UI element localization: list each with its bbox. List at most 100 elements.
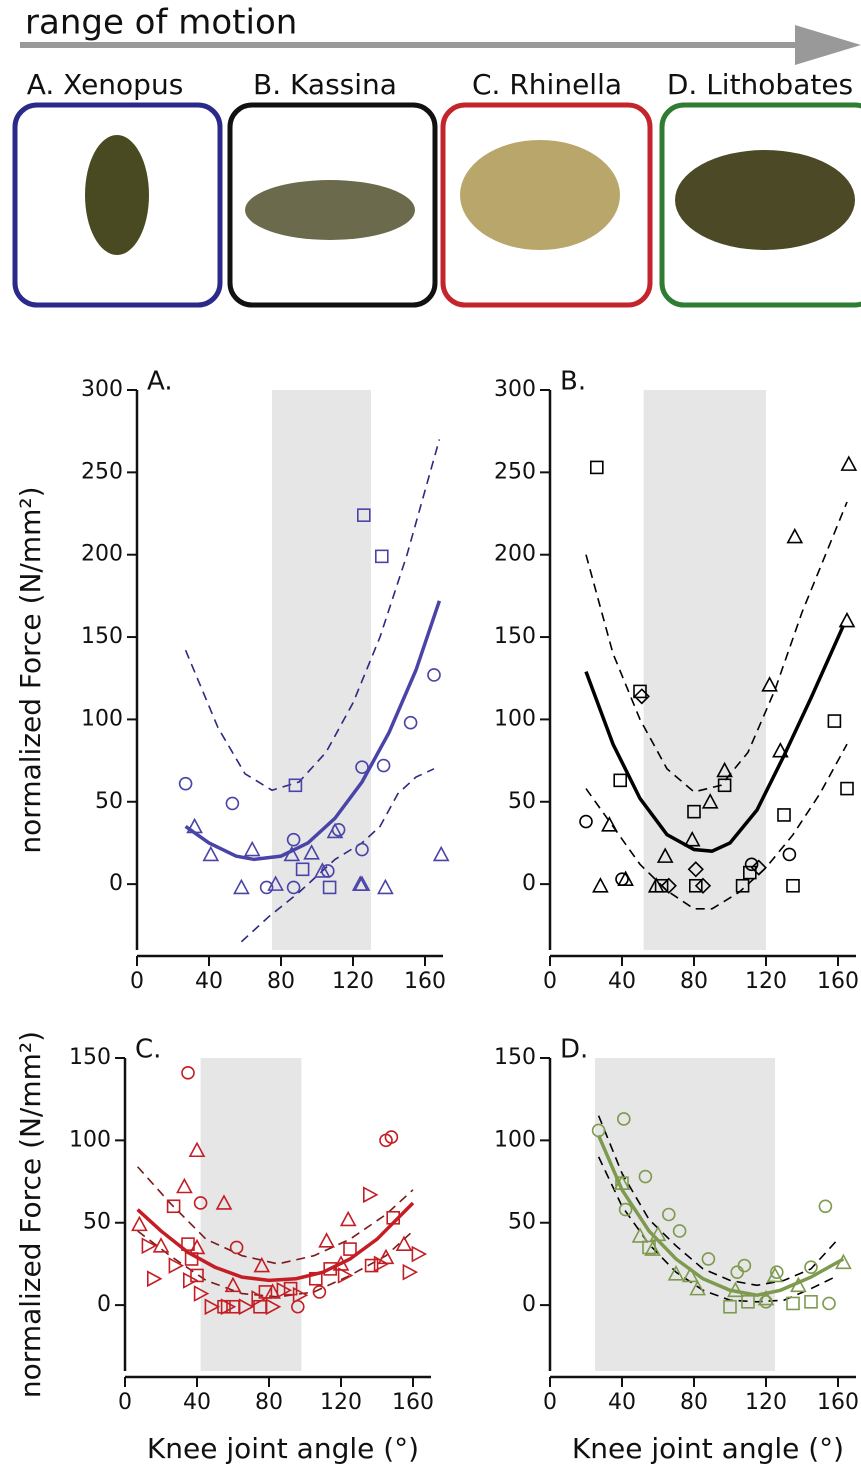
x-tick-label: 120 xyxy=(320,1390,362,1415)
point xyxy=(253,1256,271,1273)
panel-label: A. xyxy=(147,367,173,397)
point xyxy=(225,796,240,811)
point xyxy=(656,847,674,863)
x-tick-label: 160 xyxy=(817,969,859,994)
point xyxy=(644,1240,661,1256)
point xyxy=(761,676,778,692)
point xyxy=(353,875,371,891)
point xyxy=(840,455,858,471)
point xyxy=(782,847,797,862)
species-label: A. Xenopus xyxy=(27,68,184,101)
species-label: B. Kassina xyxy=(253,68,397,101)
y-tick-label: 50 xyxy=(508,789,536,814)
y-tick-label: 200 xyxy=(494,542,536,567)
x-tick-label: 40 xyxy=(195,969,223,994)
range-shade xyxy=(643,390,766,950)
point xyxy=(373,1255,390,1273)
point xyxy=(264,1283,281,1299)
panel-label: D. xyxy=(560,1035,588,1065)
point xyxy=(660,877,677,894)
point xyxy=(384,1130,399,1144)
point xyxy=(616,1112,631,1126)
header-title: range of motion xyxy=(25,3,297,43)
point xyxy=(427,668,441,682)
x-tick-label: 120 xyxy=(332,969,374,994)
point xyxy=(215,1194,233,1210)
x-tick-label: 0 xyxy=(130,969,144,994)
fit-curve xyxy=(584,624,845,853)
y-tick-label: 100 xyxy=(81,706,123,731)
x-tick-label: 80 xyxy=(255,1390,283,1415)
y-tick-label: 150 xyxy=(81,624,123,649)
point xyxy=(589,460,604,475)
y-tick-label: 50 xyxy=(508,1210,536,1235)
y-tick-label: 50 xyxy=(83,1210,111,1235)
point xyxy=(402,1263,419,1281)
point xyxy=(701,1252,716,1266)
y-tick-label: 100 xyxy=(494,1127,536,1152)
point xyxy=(166,1199,181,1214)
point xyxy=(131,1215,148,1232)
point xyxy=(683,830,701,847)
ci-upper xyxy=(137,1166,414,1265)
y-tick-label: 0 xyxy=(522,871,536,896)
panel: 0 50 100 150 0 40 80 120 160 C. normalized Force (… xyxy=(14,1031,434,1465)
point xyxy=(178,776,193,791)
point xyxy=(838,611,856,628)
point xyxy=(152,1237,170,1253)
point xyxy=(661,1207,676,1222)
point xyxy=(181,1237,195,1251)
frog-photo xyxy=(85,135,149,255)
point xyxy=(286,880,301,895)
point xyxy=(717,778,732,793)
point xyxy=(735,878,750,893)
x-tick-label: 40 xyxy=(183,1390,211,1415)
range-shade xyxy=(595,1058,775,1371)
point xyxy=(283,1281,298,1296)
point xyxy=(377,878,394,895)
point xyxy=(193,1285,210,1302)
point xyxy=(737,1258,752,1273)
point xyxy=(343,1242,357,1256)
point xyxy=(312,1285,327,1299)
ci-lower xyxy=(597,1156,839,1303)
point xyxy=(204,1298,221,1316)
point xyxy=(190,1268,204,1283)
point xyxy=(840,781,854,796)
y-tick-label: 100 xyxy=(494,706,536,731)
y-tick-label: 300 xyxy=(494,377,536,402)
y-tick-label: 250 xyxy=(81,459,123,484)
arrow-head xyxy=(795,25,861,65)
x-tick-label: 0 xyxy=(543,1390,557,1415)
panel-label: B. xyxy=(560,367,586,397)
y-tick-label: 300 xyxy=(81,377,123,402)
point xyxy=(224,1276,242,1293)
ci-lower xyxy=(585,743,848,910)
x-tick-label: 80 xyxy=(680,969,708,994)
point xyxy=(667,1265,685,1281)
point xyxy=(786,878,800,893)
ci-lower xyxy=(240,768,435,943)
point xyxy=(233,878,250,895)
point xyxy=(682,1266,699,1283)
point xyxy=(318,1232,335,1248)
point xyxy=(314,862,331,878)
point xyxy=(265,1298,282,1316)
point xyxy=(377,1248,395,1265)
point xyxy=(376,758,391,773)
x-tick-label: 40 xyxy=(608,969,636,994)
point xyxy=(267,875,284,891)
point xyxy=(229,1240,244,1255)
ci-upper xyxy=(184,439,441,792)
point xyxy=(356,508,371,522)
point xyxy=(716,761,733,778)
point xyxy=(786,1296,800,1311)
y-tick-label: 0 xyxy=(109,871,123,896)
point xyxy=(827,714,842,728)
point xyxy=(286,832,301,847)
point xyxy=(141,1237,158,1255)
point xyxy=(276,1281,293,1299)
x-tick-label: 120 xyxy=(745,969,787,994)
point xyxy=(355,760,369,774)
